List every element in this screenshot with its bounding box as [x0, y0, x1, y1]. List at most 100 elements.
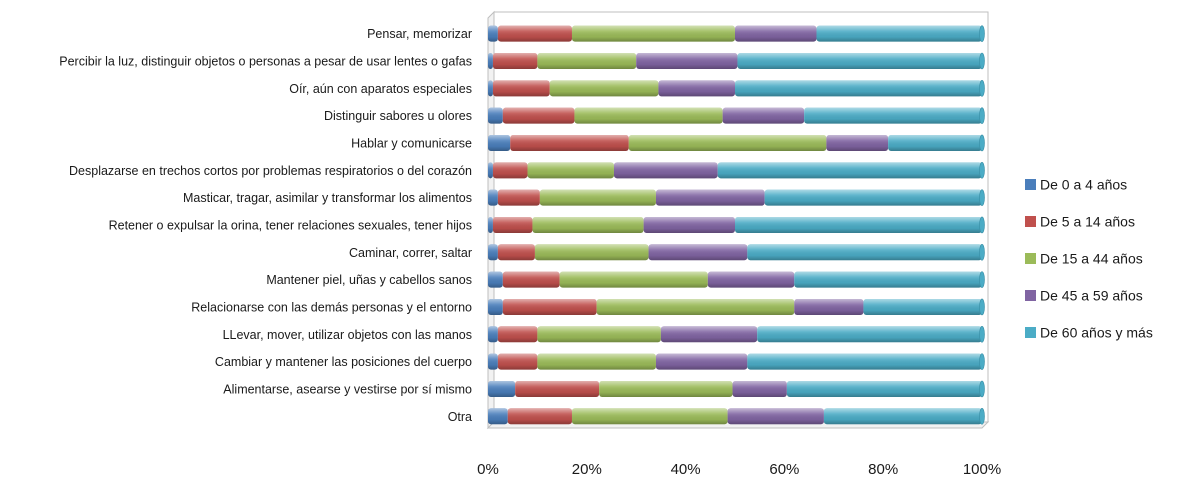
bar-segment: [804, 107, 982, 124]
bar-segment: [537, 353, 656, 370]
bar-segment: [722, 107, 805, 124]
bar-segment: [497, 244, 535, 261]
bar-segment: [488, 189, 498, 206]
bar-segment: [497, 326, 538, 343]
x-tick-label: 20%: [572, 461, 602, 478]
bar-segment: [488, 271, 503, 288]
category-labels: Pensar, memorizar Percibir la luz, distin…: [59, 27, 472, 424]
bar-segment: [497, 353, 538, 370]
bar-segment: [488, 25, 498, 42]
legend-swatch: [1025, 290, 1036, 301]
bar-segment: [488, 107, 503, 124]
bar-segment: [735, 80, 982, 97]
category-label: Otra: [448, 410, 472, 424]
bar-segment: [863, 298, 982, 315]
bar-segment: [735, 25, 817, 42]
bar-segment: [816, 25, 982, 42]
legend: De 0 a 4 años De 5 a 14 años De 15 a 44 añ…: [1025, 177, 1153, 341]
bar-end-cap: [979, 353, 985, 370]
bar-end-cap: [979, 216, 985, 234]
x-tick-label: 60%: [769, 461, 799, 478]
legend-swatch: [1025, 327, 1036, 338]
category-label: Pensar, memorizar: [367, 27, 472, 41]
bar-segment: [510, 134, 629, 151]
bar-segment: [747, 353, 982, 370]
legend-label: De 45 a 59 años: [1040, 288, 1143, 304]
bar-segment: [539, 189, 656, 206]
bar-segment: [515, 380, 600, 397]
bar-segment: [636, 52, 738, 69]
category-label: Cambiar y mantener las posiciones del cu…: [215, 355, 472, 369]
bar-segment: [571, 408, 728, 425]
bar-segment: [488, 380, 516, 397]
bar-segment: [648, 244, 748, 261]
bar-segment: [655, 189, 765, 206]
bar-segment: [643, 216, 735, 233]
bar-segment: [549, 80, 659, 97]
category-label: Mantener piel, uñas y cabellos sanos: [266, 273, 472, 287]
bar-end-cap: [979, 162, 985, 179]
bar-segment: [571, 25, 735, 42]
bar-segment: [826, 134, 889, 151]
bar-segment: [655, 353, 748, 370]
bar-end-cap: [979, 271, 985, 288]
bar-end-cap: [979, 107, 985, 124]
x-tick-label: 40%: [671, 461, 701, 478]
bar-segment: [492, 216, 533, 233]
x-tick-label: 80%: [868, 461, 898, 478]
bar-segment: [823, 408, 982, 425]
bar-segment: [492, 162, 528, 179]
bar-segment: [488, 244, 498, 261]
bar-segment: [727, 408, 824, 425]
bar-segment: [888, 134, 982, 151]
bar-segment: [559, 271, 708, 288]
category-label: Alimentarse, asearse y vestirse por sí m…: [223, 382, 472, 396]
bar-segment: [757, 326, 982, 343]
bar-segment: [537, 52, 637, 69]
bar-segment: [735, 216, 982, 233]
bar-segment: [488, 134, 511, 151]
bar-segment: [794, 298, 864, 315]
category-label: Retener o expulsar la orina, tener relac…: [109, 218, 472, 232]
bar-segment: [502, 271, 560, 288]
bar-end-cap: [979, 189, 985, 206]
bar-end-cap: [979, 25, 985, 42]
bar-segment: [507, 408, 572, 425]
bar-end-cap: [979, 325, 985, 343]
bar-segment: [488, 162, 493, 179]
bar-end-cap: [979, 134, 985, 152]
category-label: Oír, aún con aparatos especiales: [289, 82, 472, 96]
bar-segment: [488, 298, 503, 315]
bars-layer: [488, 25, 985, 425]
bar-segment: [488, 326, 498, 343]
category-label: Hablar y comunicarse: [351, 136, 472, 150]
bar-end-cap: [979, 80, 985, 97]
bar-segment: [488, 408, 508, 425]
x-axis-tick-labels: 0% 20% 40% 60% 80% 100%: [477, 461, 1001, 478]
bar-segment: [488, 52, 493, 69]
category-label: Relacionarse con las demás personas y el…: [191, 300, 472, 314]
x-tick-label: 0%: [477, 461, 499, 478]
bar-segment: [534, 244, 649, 261]
legend-label: De 5 a 14 años: [1040, 214, 1135, 230]
bar-segment: [737, 52, 982, 69]
bar-segment: [628, 134, 827, 151]
bar-segment: [660, 326, 758, 343]
bar-segment: [502, 107, 575, 124]
category-label: LLevar, mover, utilizar objetos con las …: [223, 328, 472, 342]
bar-segment: [497, 25, 572, 42]
bar-end-cap: [979, 380, 985, 398]
legend-swatch: [1025, 216, 1036, 227]
legend-swatch: [1025, 179, 1036, 190]
bar-segment: [613, 162, 718, 179]
category-label: Percibir la luz, distinguir objetos o pe…: [59, 54, 472, 68]
bar-segment: [717, 162, 982, 179]
bar-segment: [658, 80, 735, 97]
bar-segment: [527, 162, 614, 179]
bar-segment: [574, 107, 723, 124]
x-tick-label: 100%: [963, 461, 1001, 478]
bar-segment: [537, 326, 661, 343]
bar-end-cap: [979, 407, 985, 425]
bar-segment: [488, 216, 493, 233]
